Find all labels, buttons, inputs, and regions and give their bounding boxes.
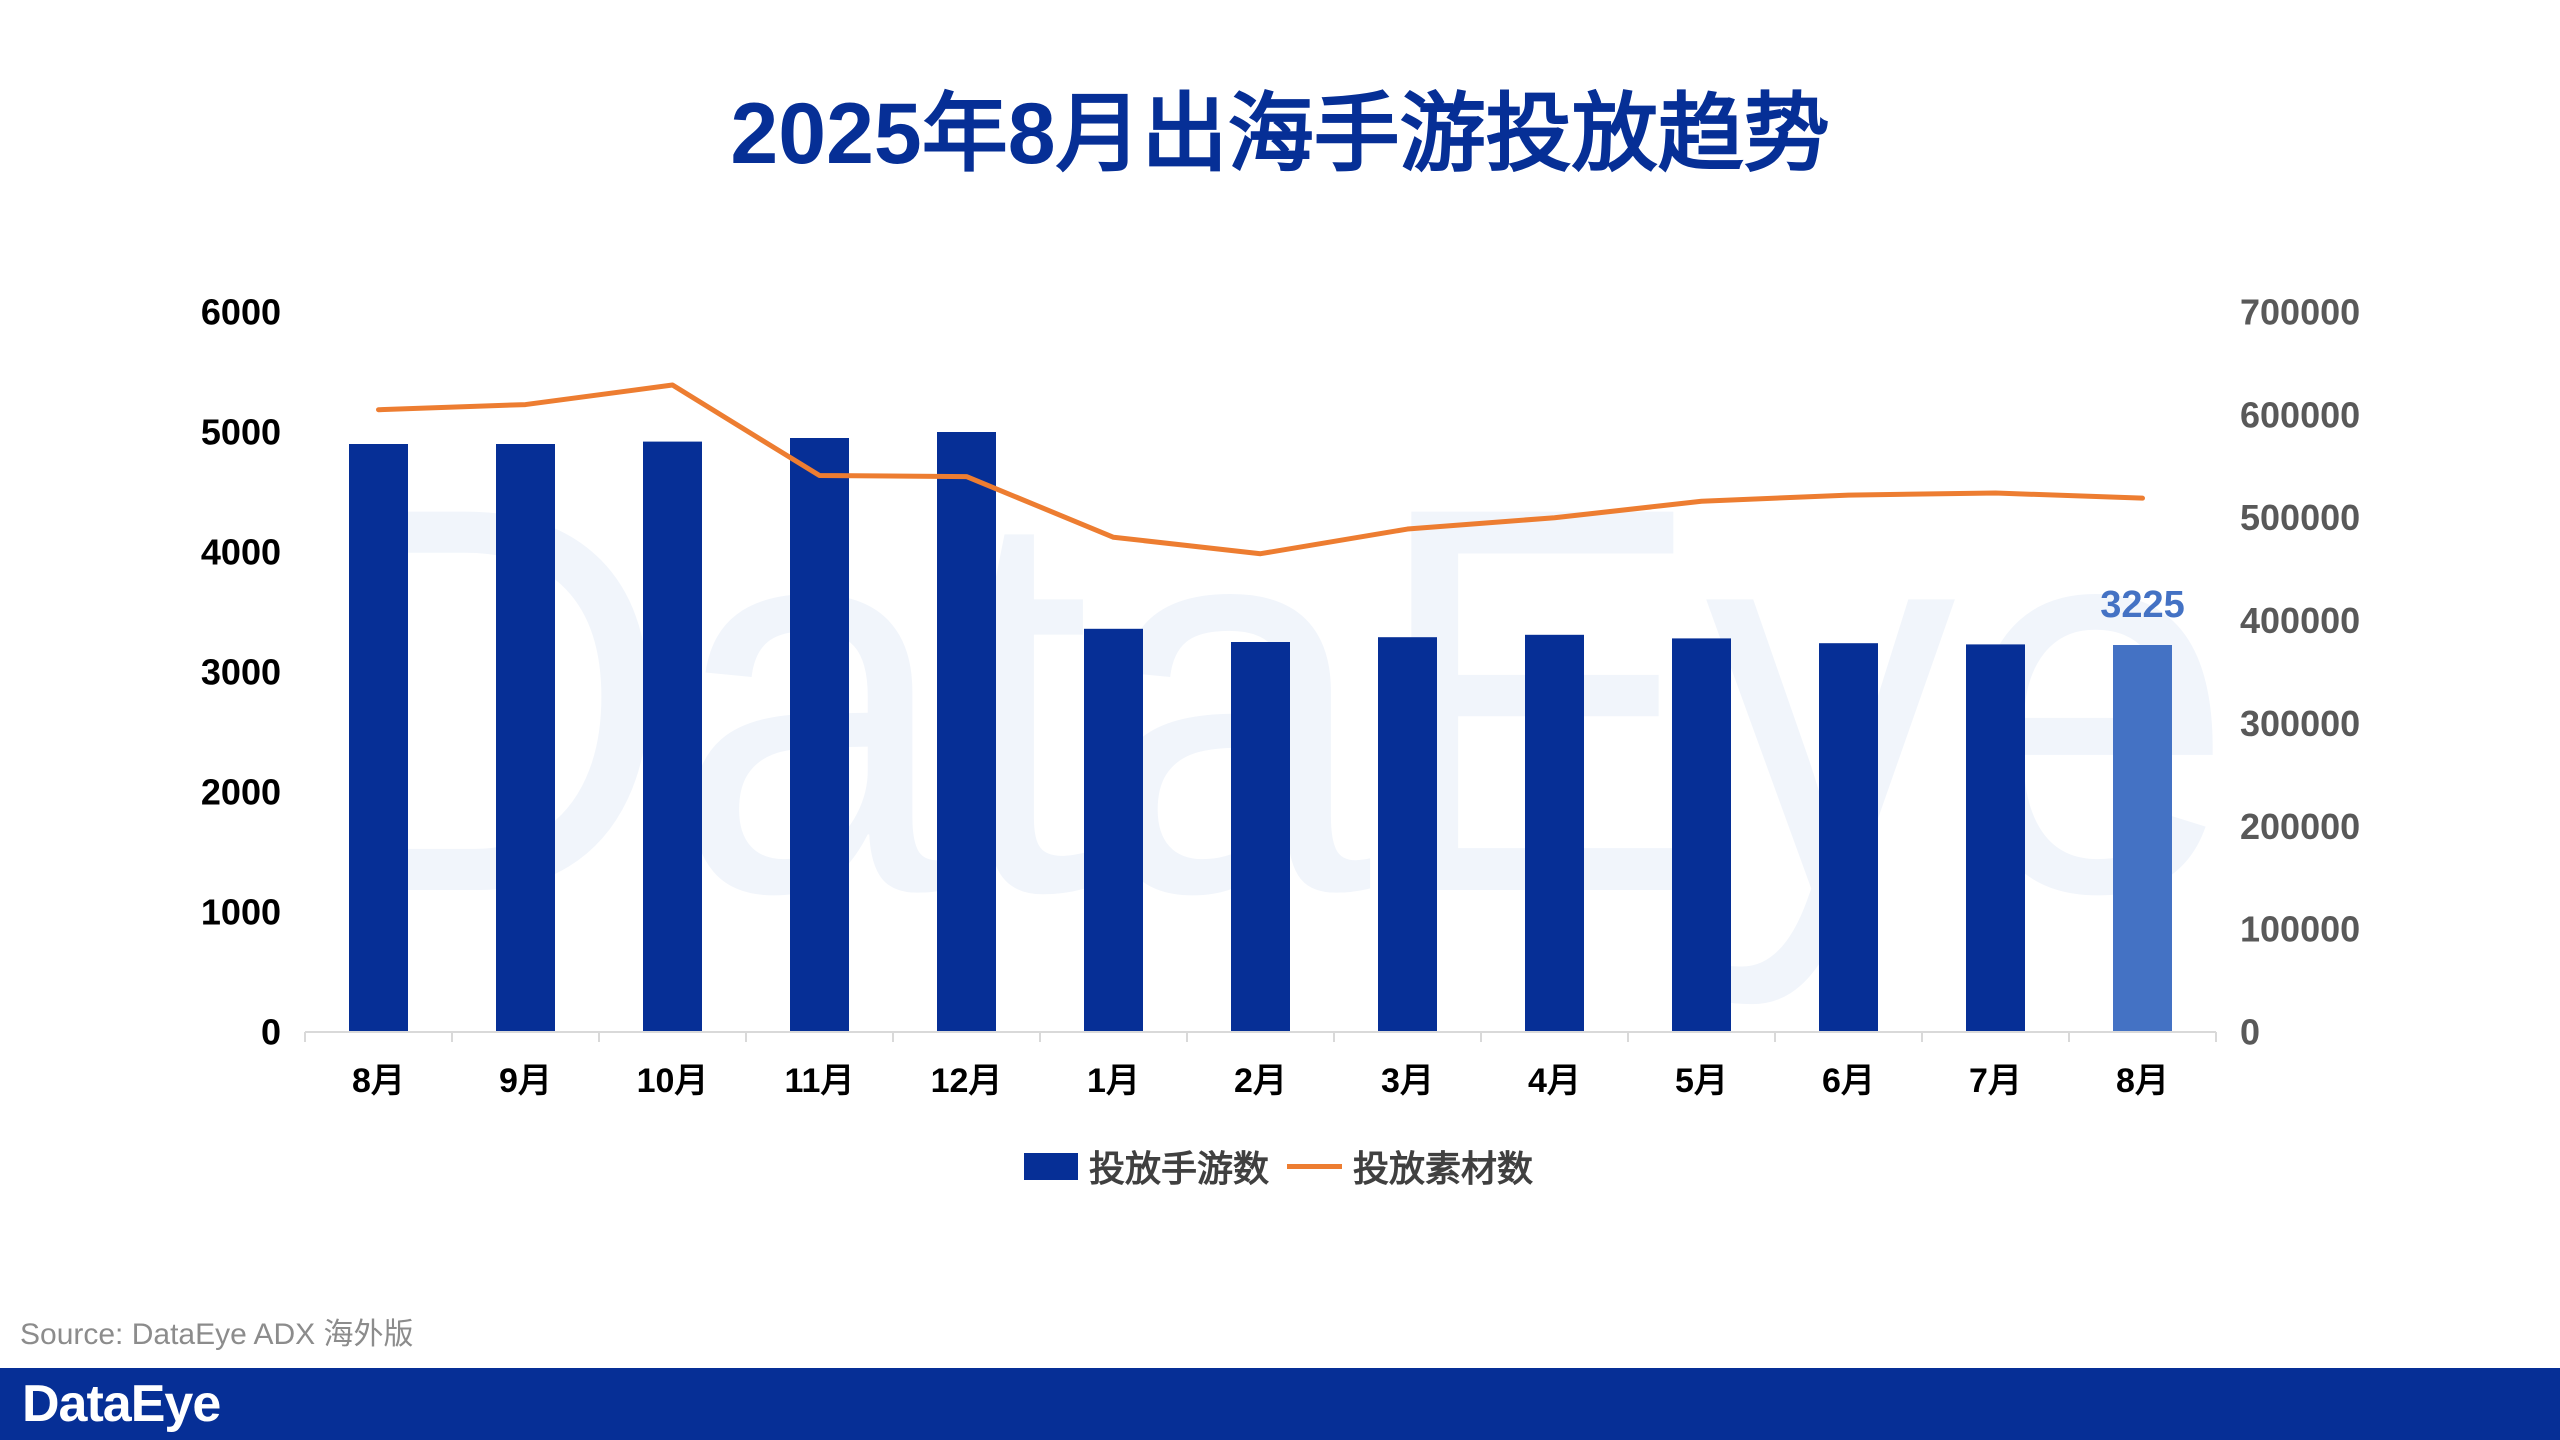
x-tick-label: 4月 <box>1528 1062 1581 1100</box>
y-tick-label: 4000 <box>201 532 281 573</box>
legend-item-games: 投放手游数 <box>1024 1144 1269 1189</box>
x-tick-label: 8月 <box>2116 1062 2169 1100</box>
data-label: 3225 <box>2100 584 2185 626</box>
footer-band: DataEye <box>0 1368 2560 1440</box>
bar-1 <box>349 444 408 1032</box>
series-line-materials <box>376 382 2145 557</box>
bar-10 <box>1672 638 1731 1032</box>
legend-swatch-line <box>1287 1163 1342 1169</box>
y-tick-label: 0 <box>261 1012 281 1053</box>
y2-tick-label: 0 <box>2240 1012 2260 1053</box>
legend-label-materials: 投放素材数 <box>1353 1148 1534 1189</box>
x-tick-label: 5月 <box>1675 1062 1728 1100</box>
y2-tick-label: 400000 <box>2240 600 2360 641</box>
y-tick-label: 1000 <box>201 892 281 933</box>
bar-6 <box>1084 628 1143 1032</box>
x-tick-label: 2月 <box>1234 1062 1287 1100</box>
x-tick-label: 12月 <box>931 1062 1003 1100</box>
chart-title: 2025年8月出海手游投放趋势 <box>730 86 1830 182</box>
y2-tick-label: 600000 <box>2240 394 2360 435</box>
bar-5 <box>937 432 996 1032</box>
bar-4 <box>790 438 849 1032</box>
legend-swatch-bar <box>1024 1152 1078 1180</box>
y-tick-label: 5000 <box>201 412 281 453</box>
source-note: Source: DataEye ADX 海外版 <box>20 1318 414 1351</box>
y2-tick-label: 300000 <box>2240 703 2360 744</box>
y2-tick-label: 200000 <box>2240 806 2360 847</box>
bar-7 <box>1231 642 1290 1032</box>
y-tick-label: 2000 <box>201 772 281 813</box>
legend-label-games: 投放手游数 <box>1089 1148 1270 1189</box>
y-tick-label: 6000 <box>201 292 281 333</box>
footer-logo: DataEye <box>22 1375 221 1433</box>
bar-11 <box>1819 643 1878 1032</box>
x-tick-label: 11月 <box>785 1062 855 1100</box>
y2-tick-label: 100000 <box>2240 909 2360 950</box>
x-tick-label: 8月 <box>352 1062 405 1100</box>
x-tick-label: 6月 <box>1822 1062 1875 1100</box>
x-tick-label: 3月 <box>1381 1062 1434 1100</box>
bar-8 <box>1378 637 1437 1032</box>
bar-2 <box>496 444 555 1032</box>
bar-9 <box>1525 634 1584 1032</box>
y2-tick-label: 700000 <box>2240 292 2360 333</box>
y-tick-label: 3000 <box>201 652 281 693</box>
x-tick-label: 10月 <box>637 1062 709 1100</box>
bar-3 <box>643 441 702 1033</box>
x-tick-label: 7月 <box>1969 1062 2022 1100</box>
chart: DataEye 8月 9月 10月 11月 12月 1月 2月 3月 4月 5月 6月 7月 8月010… <box>201 292 2360 1101</box>
x-tick-label: 1月 <box>1087 1062 1140 1100</box>
bar-13 <box>2113 645 2172 1032</box>
legend-item-materials: 投放素材数 <box>1287 1144 1533 1189</box>
y2-tick-label: 500000 <box>2240 497 2360 538</box>
bar-12 <box>1966 644 2025 1032</box>
x-tick-label: 9月 <box>499 1062 552 1100</box>
